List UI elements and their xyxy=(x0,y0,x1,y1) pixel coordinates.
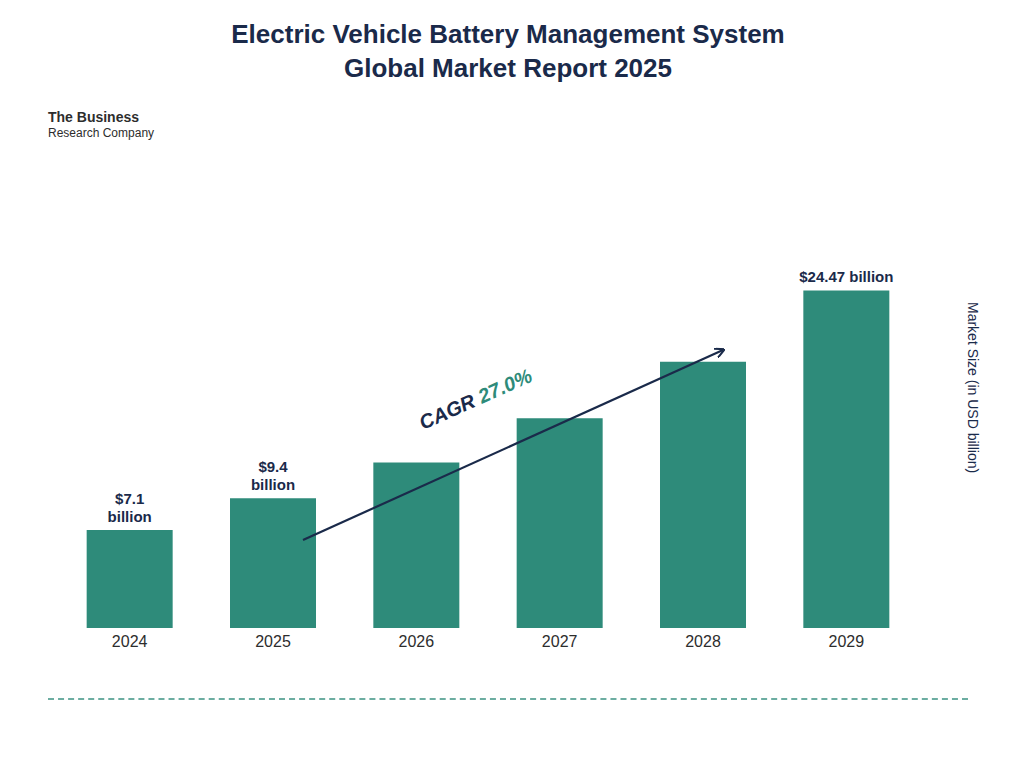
svg-text:2029: 2029 xyxy=(829,633,865,650)
svg-text:2028: 2028 xyxy=(685,633,721,650)
svg-text:$24.47 billion: $24.47 billion xyxy=(799,268,893,285)
html-text:Research Company: Research Company xyxy=(48,126,155,141)
svg-text:2027: 2027 xyxy=(542,633,578,650)
svg-text:2024: 2024 xyxy=(112,633,148,650)
html-text:Global Market Report 2025: Global Market Report 2025 xyxy=(344,52,672,83)
html-text:Market Size (in USD billion): Market Size (in USD billion) xyxy=(965,302,981,474)
html-text:Electric Vehicle Battery Manag: Electric Vehicle Battery Management Syst… xyxy=(231,19,785,49)
svg-text:2025: 2025 xyxy=(255,633,291,650)
svg-text:CAGR 27.0%: CAGR 27.0% xyxy=(416,364,536,433)
svg-text:$9.4billion: $9.4billion xyxy=(251,458,295,493)
svg-text:$7.1billion: $7.1billion xyxy=(108,490,152,525)
html-text:The Business: The Business xyxy=(48,109,139,125)
svg-text:2026: 2026 xyxy=(399,633,435,650)
